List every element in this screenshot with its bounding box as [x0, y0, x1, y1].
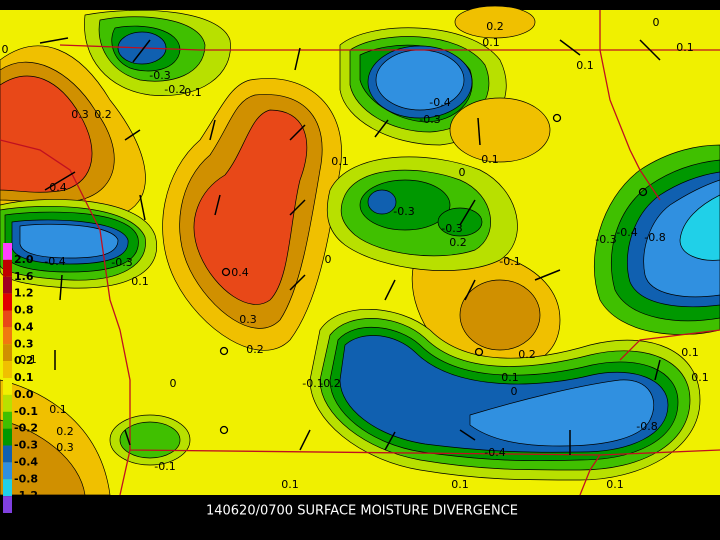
contour-label: -0.4 — [44, 255, 65, 268]
contour-label: -0.3 — [111, 256, 132, 269]
legend-swatch — [3, 394, 12, 412]
contour-label: 0.1 — [281, 478, 299, 491]
contour-label: 0.1 — [331, 155, 349, 168]
contour-label: 0 — [325, 253, 332, 266]
legend-label: 0.3 — [14, 337, 34, 350]
legend-label: -0.8 — [14, 472, 38, 485]
contour-label: 0 — [653, 16, 660, 29]
legend-label: -0.3 — [14, 439, 38, 452]
legend-label: 1.2 — [14, 287, 34, 300]
contour-label: 0 — [170, 377, 177, 390]
contour-label: -0.8 — [636, 420, 657, 433]
contour-label: -0.3 — [393, 205, 414, 218]
contour-label: 0.1 — [19, 353, 37, 366]
legend-label: 0.0 — [14, 388, 34, 401]
legend-swatch — [3, 259, 12, 277]
legend-swatch — [3, 428, 12, 446]
legend-swatch — [3, 344, 12, 362]
contour-label: 0.1 — [131, 275, 149, 288]
contour-label: 0.1 — [481, 153, 499, 166]
contour-label: -0.2 — [319, 377, 340, 390]
contour-label: -0.4 — [429, 96, 450, 109]
contour-label: -0.2 — [164, 83, 185, 96]
legend-label: -1.2 — [14, 489, 38, 502]
contour-label: 0.1 — [676, 41, 694, 54]
contour-label: -0.1 — [154, 460, 175, 473]
legend-swatch — [3, 496, 12, 513]
contour-label: 0.4 — [231, 266, 249, 279]
legend-label: 2.0 — [14, 253, 34, 266]
legend-swatch — [3, 243, 12, 260]
contour-label: -0.4 — [616, 226, 637, 239]
legend-swatch — [3, 276, 12, 294]
legend-label: 0.8 — [14, 304, 34, 317]
contour-label: 0.2 — [94, 108, 112, 121]
color-legend: 2.01.61.20.80.40.30.20.10.0-0.1-0.2-0.3-… — [3, 243, 38, 519]
contour-label: 0.1 — [576, 59, 594, 72]
contour-label: 0.2 — [518, 348, 536, 361]
contour-label: 0.3 — [56, 441, 74, 454]
legend-label: 0.2 — [14, 354, 34, 367]
legend-label: -0.4 — [14, 455, 38, 468]
contour-label: -0.4 — [484, 446, 505, 459]
caption: 140620/0700 SURFACE MOISTURE DIVERGENCE — [206, 504, 518, 519]
contour-label: 0 — [2, 43, 9, 56]
contour-label: 0.1 — [184, 86, 202, 99]
contour-label: -0.3 — [419, 113, 440, 126]
contour-label: 0.4 — [49, 181, 67, 194]
legend-label: -1.6 — [14, 506, 38, 519]
legend-label: -0.1 — [14, 405, 38, 418]
legend-swatch — [3, 293, 12, 311]
legend-swatch — [3, 327, 12, 345]
legend-label: 0.4 — [14, 320, 34, 333]
station-markers — [219, 113, 648, 435]
contour-label: 0.2 — [56, 425, 74, 438]
contour-label: 0.2 — [449, 236, 467, 249]
contour-label: 0.2 — [246, 343, 264, 356]
contour-label: 0 — [459, 166, 466, 179]
legend-swatch — [3, 361, 12, 378]
contour-label: 0.1 — [681, 346, 699, 359]
contour-label: -0.8 — [644, 231, 665, 244]
state-borders — [0, 10, 720, 496]
wind-barbs — [39, 37, 661, 455]
legend-label: -0.2 — [14, 422, 38, 435]
contour-label: -0.3 — [595, 233, 616, 246]
contour-label: 0.1 — [49, 403, 67, 416]
legend-swatch — [3, 462, 12, 480]
legend-label: 0.1 — [14, 371, 34, 384]
legend-swatch — [3, 479, 12, 497]
contour-label: 0.1 — [482, 36, 500, 49]
legend-swatch — [3, 310, 12, 328]
contour-label: 0.2 — [486, 20, 504, 33]
contour-label: 0.1 — [501, 371, 519, 384]
contour-label: 0.1 — [606, 478, 624, 491]
contour-label: 0.3 — [239, 313, 257, 326]
contour-labels: 0.20.100.100.1-0.3-0.20.1-0.4-0.30.3 0.20… — [2, 16, 709, 491]
contour-label: 0 — [511, 385, 518, 398]
field — [0, 5, 720, 496]
contour-label: 0.1 — [691, 371, 709, 384]
contour-label: -0.3 — [149, 69, 170, 82]
contour-label: -0.1 — [302, 377, 323, 390]
legend-label: 1.6 — [14, 270, 34, 283]
contour-label: -0.1 — [499, 255, 520, 268]
contour-label: 0.1 — [451, 478, 469, 491]
legend-swatch — [3, 411, 12, 429]
legend-swatch — [3, 378, 12, 395]
contour-label: -0.3 — [441, 222, 462, 235]
legend-swatch — [3, 445, 12, 463]
contour-label: 0.3 — [71, 108, 89, 121]
